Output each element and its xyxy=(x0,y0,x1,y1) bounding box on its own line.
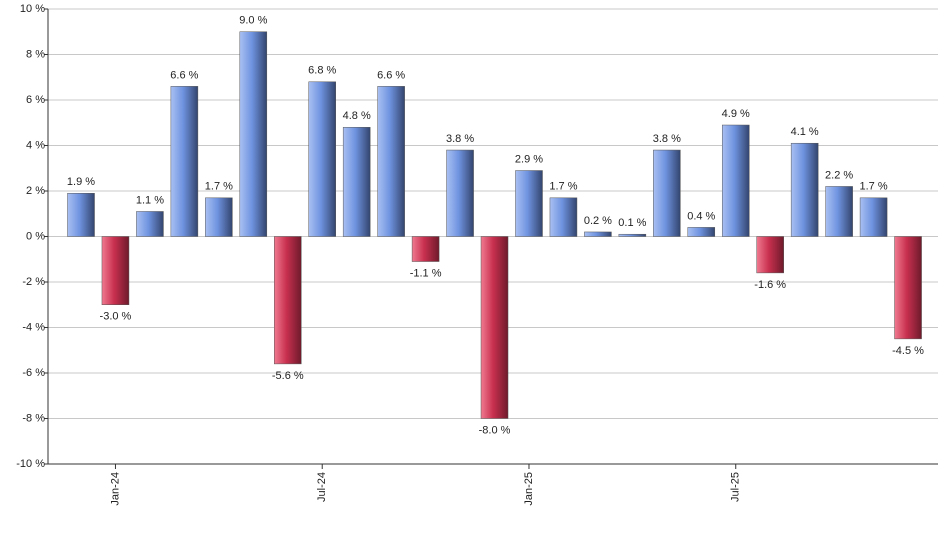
bar xyxy=(618,233,647,237)
y-tick-label: -10 % xyxy=(16,458,45,470)
value-label: 3.8 % xyxy=(446,133,474,145)
value-label: 4.9 % xyxy=(722,108,750,120)
bar xyxy=(790,142,819,237)
y-tick-label: 0 % xyxy=(26,230,45,242)
bar xyxy=(274,236,302,365)
value-label: 2.2 % xyxy=(825,169,853,181)
bar xyxy=(549,197,578,237)
value-label: -1.6 % xyxy=(754,279,786,291)
y-tick-label: 10 % xyxy=(20,3,45,15)
value-label: -8.0 % xyxy=(479,424,511,436)
y-tick-label: 8 % xyxy=(26,48,45,60)
bar xyxy=(721,124,750,237)
y-tick-label: -8 % xyxy=(22,412,45,424)
bar xyxy=(239,31,268,237)
value-label: 0.2 % xyxy=(584,215,612,227)
bar xyxy=(894,236,922,340)
value-label: 6.8 % xyxy=(308,65,336,77)
value-label: 1.9 % xyxy=(67,176,95,188)
value-label: -5.6 % xyxy=(272,370,304,382)
bar xyxy=(687,227,716,237)
bar xyxy=(101,236,130,305)
x-tick-label: Jul-25 xyxy=(730,472,742,502)
value-label: 6.6 % xyxy=(170,69,198,81)
x-tick-label: Jan-24 xyxy=(109,472,121,506)
value-label: 1.7 % xyxy=(860,181,888,193)
bar xyxy=(515,170,543,237)
bar xyxy=(756,236,784,274)
bar xyxy=(480,236,509,419)
bar xyxy=(205,197,233,237)
bar xyxy=(136,211,164,237)
bar xyxy=(653,149,681,237)
y-tick-label: 6 % xyxy=(26,94,45,106)
x-tick-label: Jan-25 xyxy=(523,472,535,506)
bar xyxy=(377,86,405,237)
value-label: 3.8 % xyxy=(653,133,681,145)
bar xyxy=(584,231,612,237)
y-tick-label: 4 % xyxy=(26,139,45,151)
value-label: -4.5 % xyxy=(892,345,924,357)
y-tick-label: -2 % xyxy=(22,276,45,288)
bar xyxy=(411,236,440,262)
x-tick-label: Jul-24 xyxy=(316,472,328,502)
bar xyxy=(825,186,853,237)
y-tick-label: -4 % xyxy=(22,321,45,333)
bar xyxy=(308,81,336,237)
bar xyxy=(67,193,95,237)
value-label: 1.7 % xyxy=(205,181,233,193)
y-tick-label: -6 % xyxy=(22,367,45,379)
value-label: 4.8 % xyxy=(343,110,371,122)
value-label: 2.9 % xyxy=(515,153,543,165)
bar xyxy=(170,86,199,237)
bar xyxy=(859,197,888,237)
value-label: 9.0 % xyxy=(239,15,267,27)
value-label: -3.0 % xyxy=(100,311,132,323)
value-label: 0.4 % xyxy=(687,210,715,222)
value-label: 1.7 % xyxy=(549,181,577,193)
bar xyxy=(446,149,474,237)
value-label: 1.1 % xyxy=(136,194,164,206)
value-label: -1.1 % xyxy=(410,267,442,279)
value-label: 6.6 % xyxy=(377,69,405,81)
value-label: 0.1 % xyxy=(618,217,646,229)
value-label: 4.1 % xyxy=(791,126,819,138)
bar xyxy=(342,127,371,237)
y-tick-label: 2 % xyxy=(26,185,45,197)
